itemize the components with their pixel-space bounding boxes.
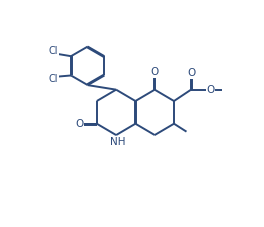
Text: O: O <box>75 119 83 129</box>
Text: Cl: Cl <box>49 74 58 84</box>
Text: O: O <box>150 67 159 77</box>
Text: O: O <box>187 68 195 78</box>
Text: O: O <box>207 85 215 95</box>
Text: Cl: Cl <box>49 45 58 56</box>
Text: NH: NH <box>110 137 126 147</box>
